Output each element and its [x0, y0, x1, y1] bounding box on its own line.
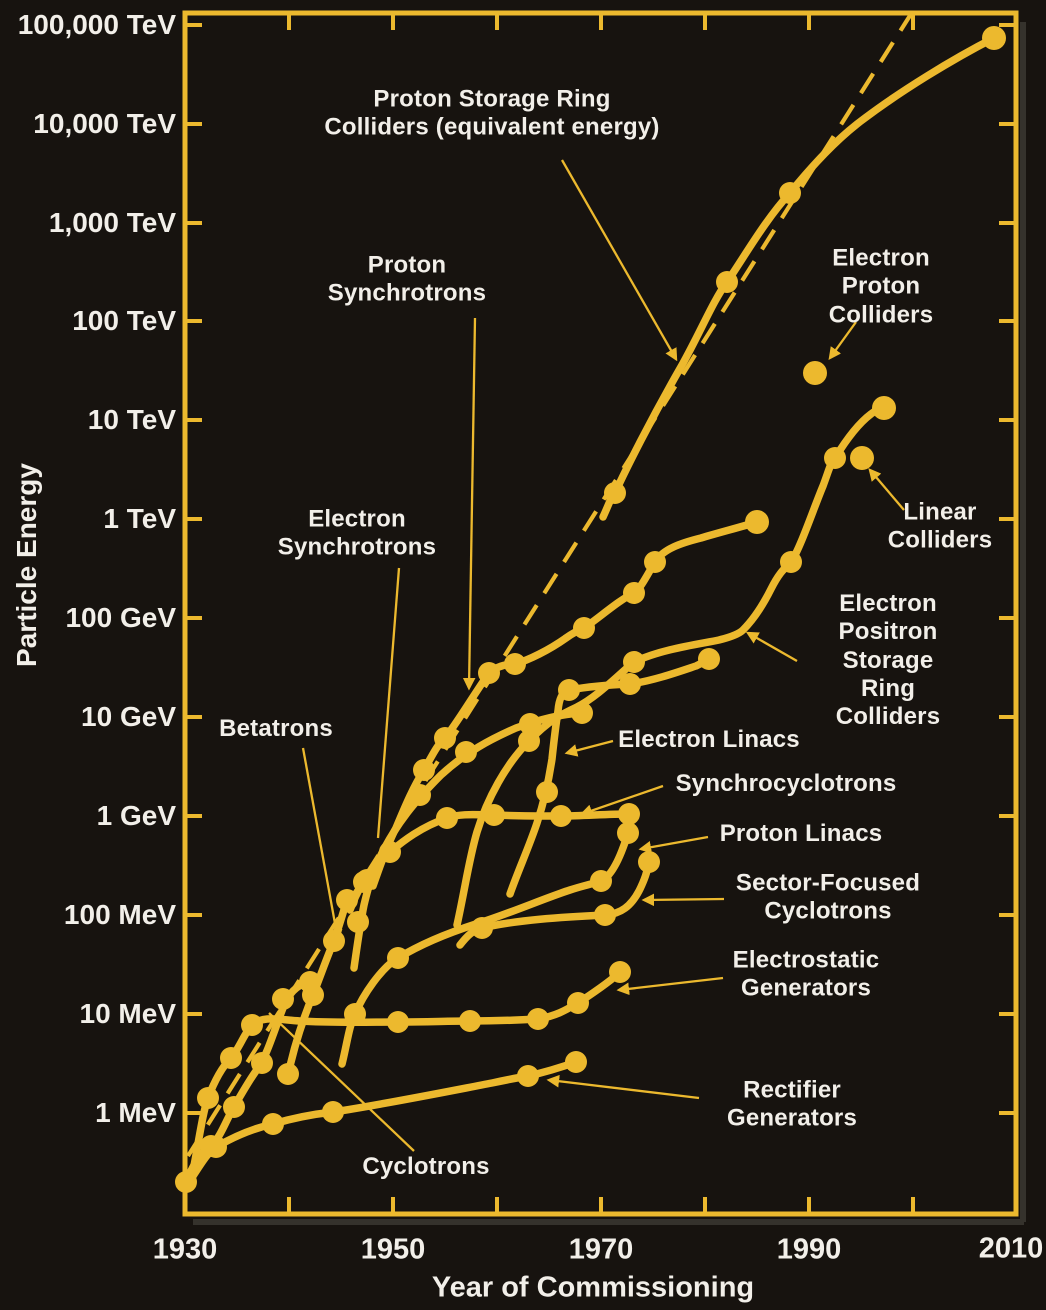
pointer-electrostatic-generators: [616, 976, 724, 996]
x-tick-label: 2010: [978, 1232, 1044, 1265]
y-tick-label: 100 TeV: [72, 305, 176, 336]
pointer-synchrocyclotrons: [579, 784, 664, 817]
label-proton-storage-ring-colliders: Proton Storage Ring Colliders (equivalen…: [324, 85, 660, 141]
trend-dashed-line: [186, 12, 913, 1158]
pointer-proton-linacs: [638, 835, 709, 854]
y-axis-title: Particle Energy: [11, 463, 42, 667]
axis-ticks: [185, 13, 1016, 1214]
pointer-electron-synchrotrons: [376, 567, 401, 839]
curve-betatrons: [283, 896, 351, 1084]
label-proton-synchrotrons: Proton Synchrotrons: [327, 251, 487, 307]
y-tick-label: 10 GeV: [81, 701, 176, 732]
pointer-cyclotrons: [268, 1012, 415, 1152]
x-tick-label: 1950: [360, 1233, 426, 1266]
y-tick-label: 1,000 TeV: [48, 207, 176, 238]
x-tick-label: 1990: [776, 1233, 842, 1266]
x-tick-label: 1970: [568, 1233, 634, 1266]
pointer-sector-focused-cyclotrons: [641, 893, 725, 907]
dots-synchrocyclotrons: [353, 803, 640, 893]
axis-shadow: [193, 22, 1026, 1225]
pointer-betatrons: [301, 747, 343, 943]
y-tick-label: 1 MeV: [95, 1097, 176, 1128]
label-betatrons: Betatrons: [219, 714, 333, 742]
label-sector-focused-cyclotrons: Sector-Focused Cyclotrons: [735, 869, 921, 925]
y-tick-label: 1 TeV: [103, 503, 176, 534]
pointer-electron-positron-storage-ring-colliders: [745, 631, 798, 662]
y-tick-label: 10 TeV: [87, 404, 176, 435]
curve-electron-linacs: [506, 655, 713, 898]
pointer-proton-synchrotrons: [462, 317, 477, 691]
pointer-linear-colliders: [868, 468, 905, 511]
label-synchrocyclotrons: Synchrocyclotrons: [675, 769, 897, 797]
dots-proton-synchrotrons: [413, 510, 769, 781]
pointer-electron-linacs: [564, 739, 614, 757]
dots-proton-linacs: [344, 822, 639, 1025]
pointer-proton-storage-ring-colliders: [561, 159, 678, 362]
dots-electron-synchrotrons: [347, 702, 593, 933]
pointer-electron-proton-colliders: [828, 321, 857, 361]
y-tick-label: 100,000 TeV: [17, 9, 176, 40]
label-proton-linacs: Proton Linacs: [719, 819, 883, 847]
dots-sector-focused-cyclotrons: [471, 851, 660, 939]
y-tick-label: 10 MeV: [79, 998, 177, 1029]
annotation-pointers: [268, 159, 905, 1152]
label-electron-proton-colliders: Electron Proton Colliders: [828, 244, 934, 329]
dots-rectifier-generators: [205, 1051, 587, 1158]
y-tick-label: 10,000 TeV: [33, 108, 176, 139]
y-tick-label: 100 GeV: [65, 602, 176, 633]
dots-electron-positron-storage-ring-colliders: [518, 396, 896, 752]
y-tick-label: 1 GeV: [96, 800, 176, 831]
dots-electrostatic-generators: [197, 961, 631, 1109]
label-electron-synchrotrons: Electron Synchrotrons: [277, 505, 437, 561]
label-cyclotrons: Cyclotrons: [362, 1152, 490, 1180]
label-electrostatic-generators: Electrostatic Generators: [732, 946, 880, 1002]
dots-proton-storage-ring-colliders: [604, 26, 1006, 504]
pointer-rectifier-generators: [546, 1074, 700, 1100]
label-electron-positron-storage-ring-colliders: Electron Positron Storage Ring Colliders: [835, 590, 941, 731]
label-linear-colliders: Linear Colliders: [887, 498, 993, 554]
y-tick-label: 100 MeV: [63, 899, 176, 930]
dot-electron-proton-collider: [803, 361, 827, 385]
x-tick-label: 1930: [152, 1233, 218, 1266]
dots-electron-linacs: [536, 648, 720, 803]
label-rectifier-generators: Rectifier Generators: [726, 1076, 858, 1132]
series-dots: [175, 26, 1006, 1193]
dots-betatrons: [277, 889, 358, 1085]
label-electron-linacs: Electron Linacs: [618, 725, 800, 753]
x-axis-title: Year of Commissioning: [431, 1271, 755, 1304]
dot-linear-collider: [850, 446, 874, 470]
